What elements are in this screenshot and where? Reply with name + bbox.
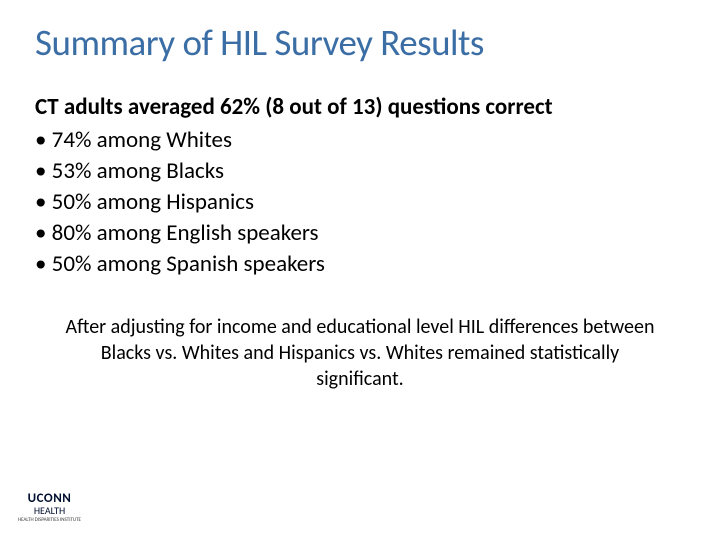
bullet-list: 74% among Whites 53% among Blacks 50% am… — [35, 125, 685, 280]
list-item: 50% among Spanish speakers — [35, 249, 685, 280]
logo-main-text: UCONN — [28, 492, 72, 505]
footnote-text: After adjusting for income and education… — [35, 314, 685, 392]
slide-content: CT adults averaged 62% (8 out of 13) que… — [35, 93, 685, 392]
list-item: 74% among Whites — [35, 125, 685, 156]
list-item: 53% among Blacks — [35, 156, 685, 187]
logo-sub-text: HEALTH — [34, 506, 65, 516]
slide-container: Summary of HIL Survey Results CT adults … — [0, 0, 720, 540]
list-item: 80% among English speakers — [35, 218, 685, 249]
list-item: 50% among Hispanics — [35, 187, 685, 218]
uconn-logo: UCONN HEALTH HEALTH DISPARITIES INSTITUT… — [12, 486, 87, 528]
content-headline: CT adults averaged 62% (8 out of 13) que… — [35, 93, 685, 121]
logo-tag-text: HEALTH DISPARITIES INSTITUTE — [18, 518, 81, 523]
slide-title: Summary of HIL Survey Results — [35, 20, 685, 65]
